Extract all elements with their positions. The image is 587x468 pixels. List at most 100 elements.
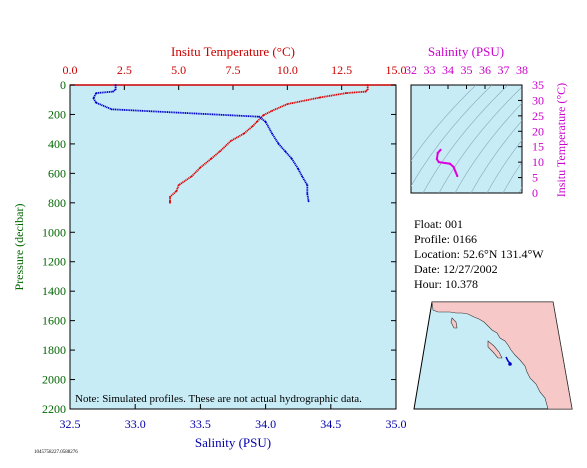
pressure-tick-label: 2200 xyxy=(42,402,66,416)
temperature-axis-ticks: 0.0 2.5 5.0 7.5 10.0 12.5 15.0 xyxy=(63,63,407,90)
temperature-point xyxy=(319,96,321,99)
salinity-point xyxy=(258,115,260,118)
density-contour xyxy=(411,85,477,162)
temperature-tick-label: 15.0 xyxy=(386,63,407,77)
pressure-axis-ticks: 0 200 400 600 800 1000 1200 1400 1600 1800 2000 220… xyxy=(42,78,396,416)
simulated-data-note: Note: Simulated profiles. These are not … xyxy=(75,393,362,405)
ts-temperature-tick-label: 20 xyxy=(532,124,544,138)
density-contour xyxy=(422,85,509,193)
ts-temperature-tick-label: 10 xyxy=(532,155,544,169)
temperature-axis-title: Insitu Temperature (°C) xyxy=(171,44,295,59)
ts-temperature-axis-title: Insitu Temperature (°C) xyxy=(554,83,568,197)
ts-point xyxy=(452,165,455,168)
location-line: Location: 52.6°N 131.4°W xyxy=(414,247,544,261)
ts-point xyxy=(439,148,442,151)
ts-plot-background xyxy=(410,84,523,194)
float-line: Float: 001 xyxy=(414,217,463,231)
salinity-point xyxy=(95,101,97,104)
temperature-tick-label: 0.0 xyxy=(63,63,78,77)
salinity-point xyxy=(114,88,117,91)
pressure-tick-label: 1600 xyxy=(42,314,66,328)
temperature-point xyxy=(190,175,193,178)
salinity-point xyxy=(290,157,293,160)
salinity-point xyxy=(301,175,303,178)
temperature-tick-label: 12.5 xyxy=(331,63,352,77)
temperature-point xyxy=(345,92,347,94)
pressure-tick-label: 1200 xyxy=(42,255,66,269)
temperature-point xyxy=(262,114,265,117)
temperature-point xyxy=(229,140,232,142)
map-land xyxy=(431,301,573,410)
pressure-tick-label: 200 xyxy=(48,107,66,121)
temperature-point xyxy=(364,90,367,93)
ts-point xyxy=(456,174,459,178)
salinity-point xyxy=(92,97,95,100)
float-info: Float: 001 Profile: 0166 Location: 52.6°… xyxy=(414,217,544,291)
temperature-point xyxy=(271,109,273,112)
salinity-tick-label: 33.0 xyxy=(125,417,146,431)
ts-temperature-tick-label: 15 xyxy=(532,140,544,154)
ts-series xyxy=(435,148,459,178)
pressure-axis-title: Pressure (decibar) xyxy=(12,204,26,291)
salinity-tick-label: 34.5 xyxy=(320,417,341,431)
temperature-point xyxy=(177,184,180,187)
salinity-point xyxy=(271,132,273,135)
temperature-point xyxy=(169,196,171,198)
temperature-point xyxy=(366,88,369,91)
locator-map xyxy=(413,301,573,410)
salinity-point xyxy=(306,184,309,187)
density-contour xyxy=(470,120,522,193)
salinity-point xyxy=(110,108,113,111)
ts-temperature-tick-label: 30 xyxy=(532,93,544,107)
ts-salinity-axis-ticks: 32 33 34 35 36 37 38 xyxy=(405,63,528,89)
salinity-point xyxy=(297,168,300,170)
salinity-axis-title: Salinity (PSU) xyxy=(195,435,271,450)
density-contours xyxy=(411,85,522,193)
temperature-point xyxy=(169,201,171,204)
hour-line: Hour: 10.378 xyxy=(414,277,478,291)
salinity-profile-line xyxy=(92,85,310,202)
profile-plot: 0.0 2.5 5.0 7.5 10.0 12.5 15.0 32.5 33.0 33.5 34.… xyxy=(12,44,407,450)
pressure-tick-label: 600 xyxy=(48,166,66,180)
salinity-point xyxy=(114,84,117,86)
vancouver-island xyxy=(487,340,503,359)
density-contour xyxy=(502,161,522,193)
temperature-point xyxy=(175,190,178,192)
pressure-tick-label: 1800 xyxy=(42,343,66,357)
density-contour xyxy=(454,102,522,193)
ts-point xyxy=(454,170,457,173)
ts-temperature-tick-label: 25 xyxy=(532,109,544,123)
salinity-point xyxy=(264,120,267,123)
ts-temperature-tick-label: 35 xyxy=(532,78,544,92)
haida-gwaii xyxy=(450,317,458,329)
temperature-point xyxy=(366,84,369,86)
ts-salinity-tick-label: 36 xyxy=(479,63,491,77)
temperature-point xyxy=(219,150,221,153)
pressure-tick-label: 1400 xyxy=(42,284,66,298)
temperature-point xyxy=(169,200,171,203)
ts-salinity-tick-label: 34 xyxy=(442,63,454,77)
ts-salinity-tick-label: 33 xyxy=(424,63,436,77)
salinity-point xyxy=(95,92,97,94)
salinity-point xyxy=(306,193,309,195)
pressure-tick-label: 0 xyxy=(60,78,66,92)
temperature-tick-label: 5.0 xyxy=(171,63,186,77)
salinity-point xyxy=(307,200,310,203)
temperature-tick-label: 7.5 xyxy=(226,63,241,77)
ts-point xyxy=(437,161,440,164)
ts-point xyxy=(435,158,438,161)
pressure-tick-label: 2000 xyxy=(42,373,66,387)
temperature-point xyxy=(199,166,202,169)
salinity-axis-ticks: 32.5 33.0 33.5 34.0 34.5 35.0 xyxy=(60,404,407,431)
pressure-tick-label: 1000 xyxy=(42,225,66,239)
salinity-point xyxy=(284,150,287,153)
temperature-profile-line xyxy=(169,85,369,203)
ts-temperature-tick-label: 5 xyxy=(532,171,538,185)
ts-point xyxy=(436,151,439,154)
temperature-point xyxy=(256,120,258,123)
ts-salinity-axis-title: Salinity (PSU) xyxy=(428,44,504,59)
salinity-point xyxy=(112,90,114,93)
ts-salinity-tick-label: 32 xyxy=(405,63,417,77)
